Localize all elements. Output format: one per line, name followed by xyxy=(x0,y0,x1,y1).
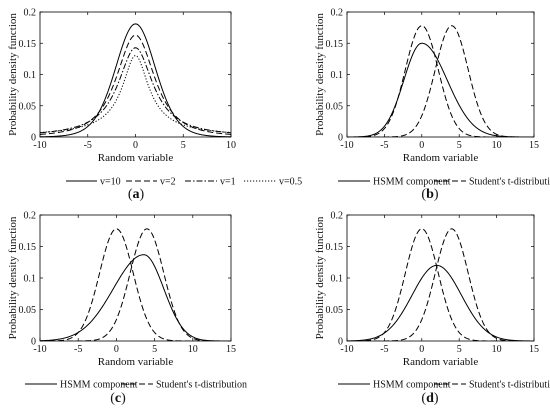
y-tick-label: 0 xyxy=(31,337,36,348)
legend-label: Student's t-distribution xyxy=(469,177,550,188)
legend-label: Student's t-distribution xyxy=(156,380,247,391)
y-tick-label: 0.05 xyxy=(19,101,37,112)
legend-label: v=2 xyxy=(160,177,176,188)
chart-panel-d: -10 -5 0 5 10 15 0 0.05 0.1 0.15 0.2 Random variabl… xyxy=(314,211,550,407)
x-tick-label: 15 xyxy=(529,344,539,355)
y-tick-label: 0.15 xyxy=(19,39,37,50)
chart-panel-c: -10 -5 0 5 10 15 0 0.05 0.1 0.15 0.2 Random variabl… xyxy=(7,211,247,407)
y-axis-label: Probability density function xyxy=(7,13,19,136)
y-tick-label: 0 xyxy=(338,337,343,348)
legend-label: HSMM component xyxy=(60,380,138,391)
y-tick-label: 0.15 xyxy=(326,242,344,253)
y-tick-label: 0.2 xyxy=(331,211,344,222)
x-tick-label: 0 xyxy=(419,344,424,355)
y-axis-label: Probability density function xyxy=(7,216,19,339)
plot-frame xyxy=(39,214,232,342)
x-tick-label: 10 xyxy=(492,344,502,355)
panel-caption: (d) xyxy=(421,391,438,406)
legend-label: HSMM component xyxy=(373,380,451,391)
y-tick-label: 0.1 xyxy=(24,70,37,81)
x-tick-label: 0 xyxy=(133,140,138,151)
legend: v=10 v=2 v=1 v=0.5 xyxy=(66,177,302,188)
series-line-hsmm-component xyxy=(40,254,231,341)
legend: HSMM component Student's t-distribution xyxy=(25,380,247,391)
chart-panel-b: -10 -5 0 5 10 15 0 0.05 0.1 0.15 0.2 Random variabl… xyxy=(314,8,550,203)
series-line-student-s-t-distribution xyxy=(347,228,534,341)
x-tick-label: 5 xyxy=(181,140,186,151)
x-tick-label: -5 xyxy=(74,344,82,355)
series-line-hsmm-component xyxy=(347,264,534,341)
y-tick-label: 0.1 xyxy=(331,70,344,81)
series-line-hsmm-component xyxy=(347,42,534,137)
x-tick-label: -5 xyxy=(84,140,92,151)
y-tick-label: 0 xyxy=(31,133,36,144)
legend: HSMM component Student's t-distribution xyxy=(338,177,550,188)
y-tick-label: 0.2 xyxy=(24,211,37,222)
plot-frame xyxy=(39,11,232,138)
y-tick-label: 0.15 xyxy=(326,39,344,50)
chart-panel-a: -10 -5 0 5 10 0 0.05 0.1 0.15 0.2 Random variable P… xyxy=(7,8,302,203)
x-tick-label: 10 xyxy=(492,140,502,151)
x-tick-label: 0 xyxy=(419,140,424,151)
x-axis-label: Random variable xyxy=(403,152,479,164)
y-tick-label: 0.05 xyxy=(326,305,344,316)
legend-label: v=0.5 xyxy=(279,177,302,188)
y-tick-label: 0.05 xyxy=(19,305,37,316)
series-line-v-2 xyxy=(40,34,231,135)
plot-frame xyxy=(346,11,535,138)
x-tick-label: 5 xyxy=(457,140,462,151)
x-tick-label: 0 xyxy=(114,344,119,355)
legend-label: v=10 xyxy=(100,177,121,188)
x-axis-label: Random variable xyxy=(98,356,174,368)
x-tick-label: 15 xyxy=(529,140,539,151)
x-tick-label: -10 xyxy=(33,344,46,355)
x-tick-label: -10 xyxy=(33,140,46,151)
panel-caption: (c) xyxy=(110,391,126,406)
x-axis-label: Random variable xyxy=(98,152,174,164)
legend-label: HSMM component xyxy=(373,177,451,188)
y-tick-label: 0.1 xyxy=(331,274,344,285)
y-axis-label: Probability density function xyxy=(314,216,326,339)
x-tick-label: -10 xyxy=(340,344,353,355)
series-line-student-s-t-distribution xyxy=(347,25,534,137)
series-line-unlabeled-2 xyxy=(40,228,231,341)
series-line-v-0-5 xyxy=(40,55,231,134)
y-tick-label: 0 xyxy=(338,133,343,144)
y-tick-label: 0.15 xyxy=(19,242,37,253)
series-line-unlabeled-2 xyxy=(347,228,534,341)
x-tick-label: 5 xyxy=(152,344,157,355)
series-line-unlabeled-2 xyxy=(347,25,534,137)
series-line-v-10 xyxy=(40,23,231,137)
y-tick-label: 0.2 xyxy=(24,8,37,19)
y-tick-label: 0.05 xyxy=(326,101,344,112)
legend: HSMM component Student's t-distribution xyxy=(338,380,550,391)
series-line-v-1 xyxy=(40,47,231,134)
series-line-student-s-t-distribution xyxy=(40,228,231,341)
y-axis-label: Probability density function xyxy=(314,13,326,136)
panel-caption: (a) xyxy=(128,187,145,202)
x-tick-label: 10 xyxy=(226,140,236,151)
legend-label: Student's t-distribution xyxy=(469,380,550,391)
x-axis-label: Random variable xyxy=(403,356,479,368)
legend-label: v=1 xyxy=(220,177,236,188)
x-tick-label: 15 xyxy=(226,344,236,355)
y-tick-label: 0.1 xyxy=(24,274,37,285)
x-tick-label: -5 xyxy=(380,140,388,151)
y-tick-label: 0.2 xyxy=(331,8,344,19)
x-tick-label: -10 xyxy=(340,140,353,151)
panel-caption: (b) xyxy=(421,187,438,202)
plot-frame xyxy=(346,214,535,342)
x-tick-label: -5 xyxy=(380,344,388,355)
x-tick-label: 10 xyxy=(188,344,198,355)
x-tick-label: 5 xyxy=(457,344,462,355)
